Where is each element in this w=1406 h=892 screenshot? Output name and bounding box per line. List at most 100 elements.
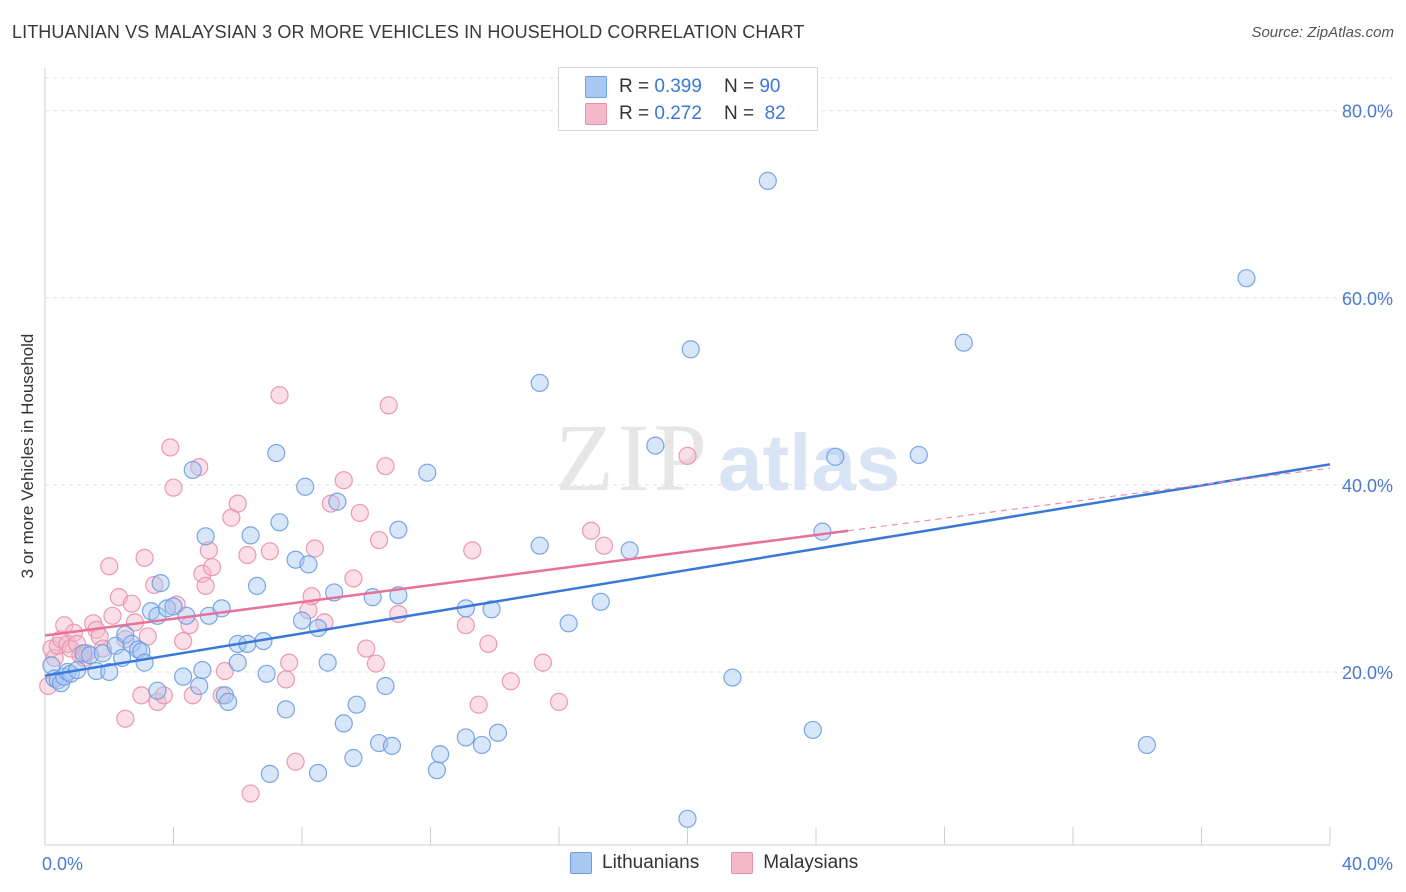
lithuanians-point bbox=[347, 695, 366, 714]
lithuanians-point bbox=[758, 171, 777, 190]
malaysians-point bbox=[116, 709, 135, 728]
lithuanians-point bbox=[257, 664, 276, 683]
malaysians-point bbox=[479, 634, 498, 653]
lithuanians-point bbox=[334, 714, 353, 733]
malaysians-point bbox=[344, 569, 363, 588]
legend-r-label: R = bbox=[619, 103, 650, 124]
lithuanians-point bbox=[344, 748, 363, 768]
legend-swatch-blue bbox=[585, 76, 607, 98]
lithuanians-point bbox=[431, 745, 450, 764]
lithuanians-point bbox=[389, 520, 408, 539]
malaysians-point bbox=[594, 536, 614, 555]
malaysians-point bbox=[286, 752, 305, 771]
malaysians-point bbox=[228, 494, 247, 513]
y-tick-label: 20.0% bbox=[1342, 663, 1393, 683]
malaysians-point bbox=[305, 539, 324, 558]
malaysians-point bbox=[280, 653, 299, 672]
trend-lines bbox=[44, 463, 1331, 677]
gridlines bbox=[45, 77, 1392, 673]
x-tick-label: 0.0% bbox=[42, 854, 83, 874]
malaysians-point bbox=[501, 672, 520, 691]
lithuanians-point bbox=[276, 700, 296, 719]
lithuanians-point bbox=[954, 333, 973, 352]
legend-r-label: R = bbox=[619, 76, 650, 97]
malaysians-point bbox=[350, 503, 369, 523]
legend-swatch-pink bbox=[585, 103, 607, 125]
malaysians-point bbox=[357, 639, 376, 658]
series-label-malaysians: Malaysians bbox=[763, 852, 859, 873]
lithuanians-point bbox=[299, 555, 318, 574]
y-tick-label: 60.0% bbox=[1342, 289, 1393, 309]
watermark-atlas: atlas bbox=[718, 418, 900, 507]
legend-n-label: N = bbox=[723, 103, 755, 124]
lithuanians-point bbox=[530, 373, 549, 393]
legend-row-lithuanians: R = 0.399 N = 90 bbox=[585, 75, 780, 99]
malaysians-point bbox=[456, 616, 475, 635]
lithuanians-point bbox=[174, 667, 193, 686]
lithuanians-point bbox=[190, 676, 209, 696]
malaysians-point bbox=[132, 686, 151, 705]
malaysians-point bbox=[138, 627, 157, 646]
malaysians-trend-extension bbox=[848, 467, 1331, 532]
lithuanians-point bbox=[427, 761, 447, 780]
malaysians-point bbox=[379, 396, 398, 415]
malaysians-point bbox=[174, 631, 193, 651]
malaysians-trend-line bbox=[44, 529, 849, 637]
y-tick-label: 40.0% bbox=[1342, 476, 1393, 496]
lithuanians-point bbox=[247, 576, 267, 596]
lithuanians-point bbox=[164, 597, 183, 616]
malaysians-point bbox=[238, 545, 257, 565]
chart-title: LITHUANIAN VS MALAYSIAN 3 OR MORE VEHICL… bbox=[12, 22, 805, 42]
malaysians-point bbox=[463, 541, 482, 560]
lithuanians-point bbox=[129, 640, 148, 659]
lithuanians-point bbox=[678, 809, 697, 828]
lithuanians-point bbox=[376, 676, 395, 696]
lithuanians-point bbox=[803, 720, 822, 740]
x-tick-label: 40.0% bbox=[1342, 854, 1393, 874]
lithuanians-point bbox=[456, 728, 475, 747]
tick-labels: 20.0% 40.0% 60.0% 80.0% 0.0% 40.0% bbox=[42, 102, 1393, 874]
lithuanians-point bbox=[418, 463, 437, 482]
lithuanians-point bbox=[909, 445, 928, 465]
malaysians-point bbox=[549, 692, 569, 711]
lithuanians-point bbox=[183, 460, 202, 480]
lithuanians-point bbox=[813, 522, 832, 541]
y-tick-label: 80.0% bbox=[1342, 102, 1393, 122]
lithuanians-point bbox=[148, 681, 167, 700]
lithuanians-point bbox=[591, 592, 610, 611]
malaysians-point bbox=[100, 557, 119, 576]
malaysians-point bbox=[135, 548, 154, 567]
source-label: Source: ZipAtlas.com bbox=[1251, 24, 1394, 41]
lithuanians-point bbox=[296, 477, 315, 496]
lithuanians-point bbox=[100, 662, 119, 682]
lithuanians-point bbox=[270, 513, 289, 532]
lithuanians-point bbox=[308, 763, 328, 783]
lithuanians-trend-line bbox=[44, 463, 1331, 677]
lithuanians-point bbox=[193, 660, 212, 680]
lithuanians-point bbox=[219, 692, 238, 711]
lithuanians-point bbox=[267, 443, 286, 463]
malaysians-point bbox=[533, 653, 553, 672]
lithuanians-point bbox=[196, 527, 215, 546]
malaysians-point bbox=[164, 478, 183, 497]
lithuanians-point bbox=[308, 618, 328, 638]
series-legend-malaysians: Malaysians bbox=[731, 852, 858, 874]
malaysians-point bbox=[334, 471, 353, 490]
lithuanians-point bbox=[157, 599, 177, 618]
series-label-lithuanians: Lithuanians bbox=[602, 852, 700, 873]
malaysians-point bbox=[370, 530, 389, 550]
malaysians-point bbox=[321, 494, 341, 513]
malaysians-point bbox=[270, 385, 289, 405]
lithuanians-point bbox=[488, 723, 508, 742]
series-legend: Lithuanians Malaysians bbox=[570, 852, 890, 874]
lithuanians-point bbox=[826, 447, 845, 466]
lithuanians-point bbox=[1237, 269, 1256, 288]
malaysians-point bbox=[122, 594, 141, 613]
lithuanians-point bbox=[530, 536, 549, 555]
legend-n-label: N = bbox=[723, 76, 755, 97]
lithuanians-point bbox=[260, 764, 279, 784]
lithuanians-point bbox=[382, 736, 402, 755]
malaysians-point bbox=[469, 695, 488, 714]
malaysians-point bbox=[183, 686, 202, 705]
